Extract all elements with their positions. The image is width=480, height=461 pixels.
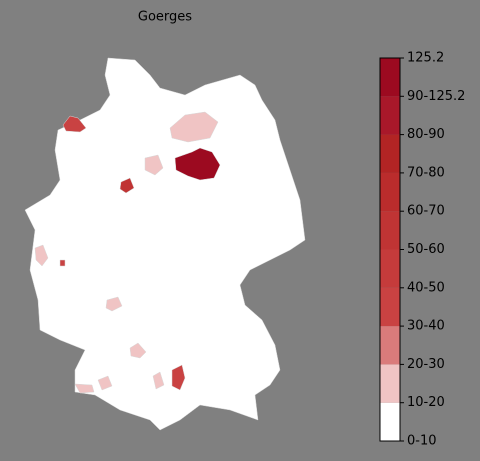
colorbar-label: 80-90 bbox=[407, 127, 445, 142]
region bbox=[59, 259, 66, 267]
region bbox=[144, 154, 164, 176]
colorbar-label: 60-70 bbox=[407, 204, 445, 219]
colorbar-label: 10-20 bbox=[407, 395, 445, 410]
region bbox=[74, 383, 95, 394]
germany-outline bbox=[24, 57, 306, 431]
map-title: Goerges bbox=[138, 10, 192, 25]
colorbar-label: 40-50 bbox=[407, 280, 445, 295]
region bbox=[119, 177, 135, 194]
colorbar-label: 50-60 bbox=[407, 242, 445, 257]
colorbar-label: 20-30 bbox=[407, 357, 445, 372]
germany-map bbox=[24, 57, 306, 431]
colorbar-segment bbox=[380, 402, 400, 441]
region bbox=[105, 296, 123, 312]
colorbar-label: 30-40 bbox=[407, 319, 445, 334]
colorbar-label: 70-80 bbox=[407, 165, 445, 180]
region bbox=[152, 371, 165, 390]
colorbar-label: 0-10 bbox=[407, 434, 437, 449]
region bbox=[62, 115, 87, 133]
colorbar-segment bbox=[380, 172, 400, 212]
colorbar-segment bbox=[380, 364, 400, 403]
colorbar-segment bbox=[380, 134, 400, 173]
colorbar-segment bbox=[380, 58, 400, 97]
colorbar-segment bbox=[380, 211, 400, 250]
region bbox=[171, 364, 186, 391]
colorbar-segment bbox=[380, 287, 400, 327]
colorbar-segment bbox=[380, 96, 400, 135]
region bbox=[169, 111, 219, 143]
region bbox=[97, 375, 113, 391]
colorbar-segment bbox=[380, 249, 400, 288]
colorbar-label: 125.2 bbox=[407, 51, 444, 66]
region bbox=[34, 244, 49, 267]
colorbar-label: 90-125.2 bbox=[407, 89, 465, 104]
region bbox=[174, 147, 221, 181]
colorbar: 0-10 10-20 20-30 30-40 40-50 50-60 60-70 70-80 8… bbox=[379, 51, 465, 449]
colorbar-segment bbox=[380, 326, 400, 365]
region bbox=[129, 342, 147, 359]
